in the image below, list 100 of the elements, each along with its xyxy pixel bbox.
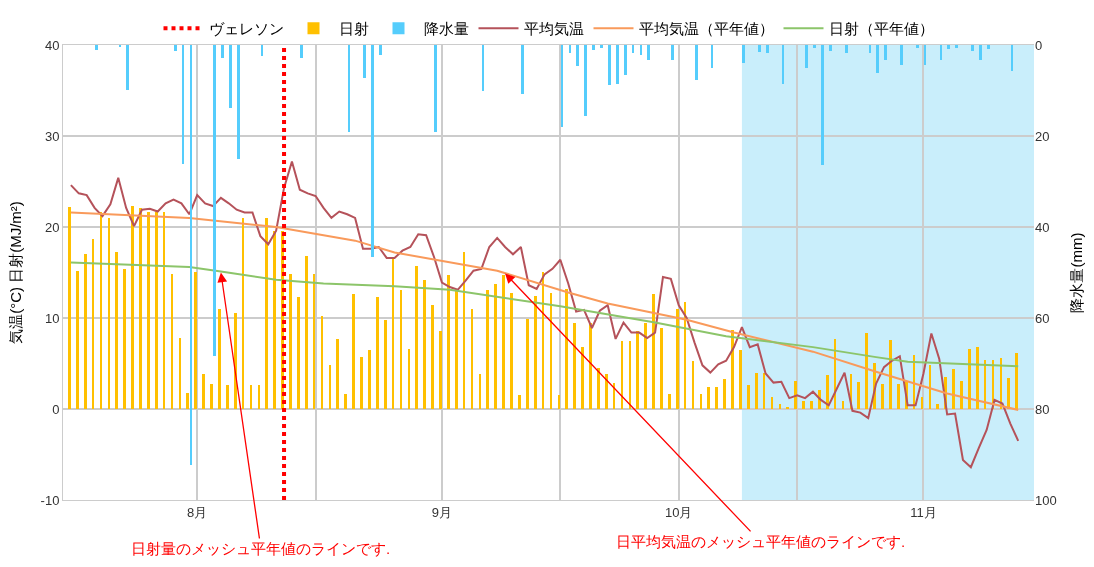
bar [186, 393, 189, 409]
bar [829, 45, 832, 51]
bar [379, 45, 382, 55]
bar [782, 45, 784, 84]
bar [213, 45, 216, 356]
y-tick-label: 10 [44, 310, 60, 326]
bar [368, 350, 371, 409]
bar [502, 275, 505, 409]
bar [482, 45, 484, 91]
bar [613, 383, 615, 409]
bar [108, 218, 110, 409]
x-tick-label: 11月 [910, 504, 937, 520]
bar [273, 231, 276, 409]
bar [250, 385, 252, 409]
bar [771, 397, 773, 409]
bar [68, 207, 71, 409]
bar [265, 218, 268, 409]
bar [955, 45, 958, 48]
y-tick-label: -10 [40, 492, 60, 508]
bar [126, 45, 129, 90]
bar [805, 45, 808, 68]
bar [348, 45, 350, 132]
y2-tick-label: 100 [1035, 492, 1057, 508]
bar [447, 275, 450, 409]
bar [884, 45, 887, 60]
bar [76, 271, 79, 409]
bar [929, 365, 931, 409]
bar [297, 297, 300, 409]
bar [423, 280, 426, 409]
bar [558, 395, 560, 409]
bar [202, 374, 205, 409]
bar [900, 45, 903, 65]
bar [376, 297, 379, 409]
bar [521, 45, 524, 94]
bar [897, 384, 900, 409]
bar [971, 45, 974, 51]
bar [779, 404, 781, 409]
bar [647, 45, 650, 60]
bar [794, 381, 797, 409]
bar [592, 45, 595, 50]
bar [731, 330, 734, 409]
bar [518, 395, 521, 409]
bar [621, 341, 623, 409]
line-series [69, 211, 1020, 411]
x-tick-label: 9月 [431, 504, 453, 520]
bar [952, 369, 955, 409]
bar [573, 323, 576, 409]
annotation: 日平均気温のメッシュ平年値のラインです. [616, 533, 906, 550]
bar [95, 45, 98, 50]
bar [936, 404, 939, 409]
y2-tick-label: 20 [1035, 128, 1050, 144]
bar [947, 45, 950, 49]
bar [723, 379, 726, 409]
bar [865, 333, 868, 409]
bar [984, 360, 986, 409]
bar [813, 45, 816, 48]
bar [857, 382, 860, 409]
legend-label: 日射（平年値） [828, 20, 934, 38]
bar [210, 384, 213, 409]
bar [644, 323, 647, 409]
bar [1007, 378, 1010, 409]
y2-axis-title: 降水量(mm) [1067, 232, 1085, 313]
bar [876, 45, 879, 73]
legend-label: 日射 [338, 20, 369, 38]
y-tick-label: 30 [44, 128, 60, 144]
bar [155, 212, 158, 409]
bar [139, 208, 142, 409]
bar [976, 347, 979, 409]
bar [534, 296, 537, 409]
bar [668, 394, 671, 409]
bar [115, 252, 118, 409]
bar [179, 338, 181, 409]
bar [434, 45, 437, 132]
bar [763, 373, 765, 409]
y2-tick-label: 80 [1035, 401, 1050, 417]
y2-tick-label: 60 [1035, 310, 1050, 326]
bar [313, 274, 315, 409]
bar [147, 212, 150, 409]
bar [190, 45, 192, 465]
bar [616, 45, 619, 84]
bar [576, 45, 579, 66]
bar [916, 45, 919, 48]
bar [431, 305, 434, 409]
bar [624, 45, 627, 75]
bar [237, 45, 240, 159]
bar [747, 385, 750, 409]
bar [289, 274, 292, 409]
bar [84, 254, 87, 409]
y2-tick-label: 40 [1035, 219, 1050, 235]
bar [392, 259, 394, 409]
legend-label: 降水量 [423, 20, 469, 38]
bar [921, 397, 923, 409]
bar [692, 361, 694, 409]
bar [968, 349, 971, 409]
y2-tick-label: 0 [1035, 37, 1043, 53]
bar [869, 45, 871, 53]
bar [810, 401, 813, 409]
bar [826, 375, 829, 409]
bar [261, 45, 263, 56]
bar [561, 45, 563, 127]
